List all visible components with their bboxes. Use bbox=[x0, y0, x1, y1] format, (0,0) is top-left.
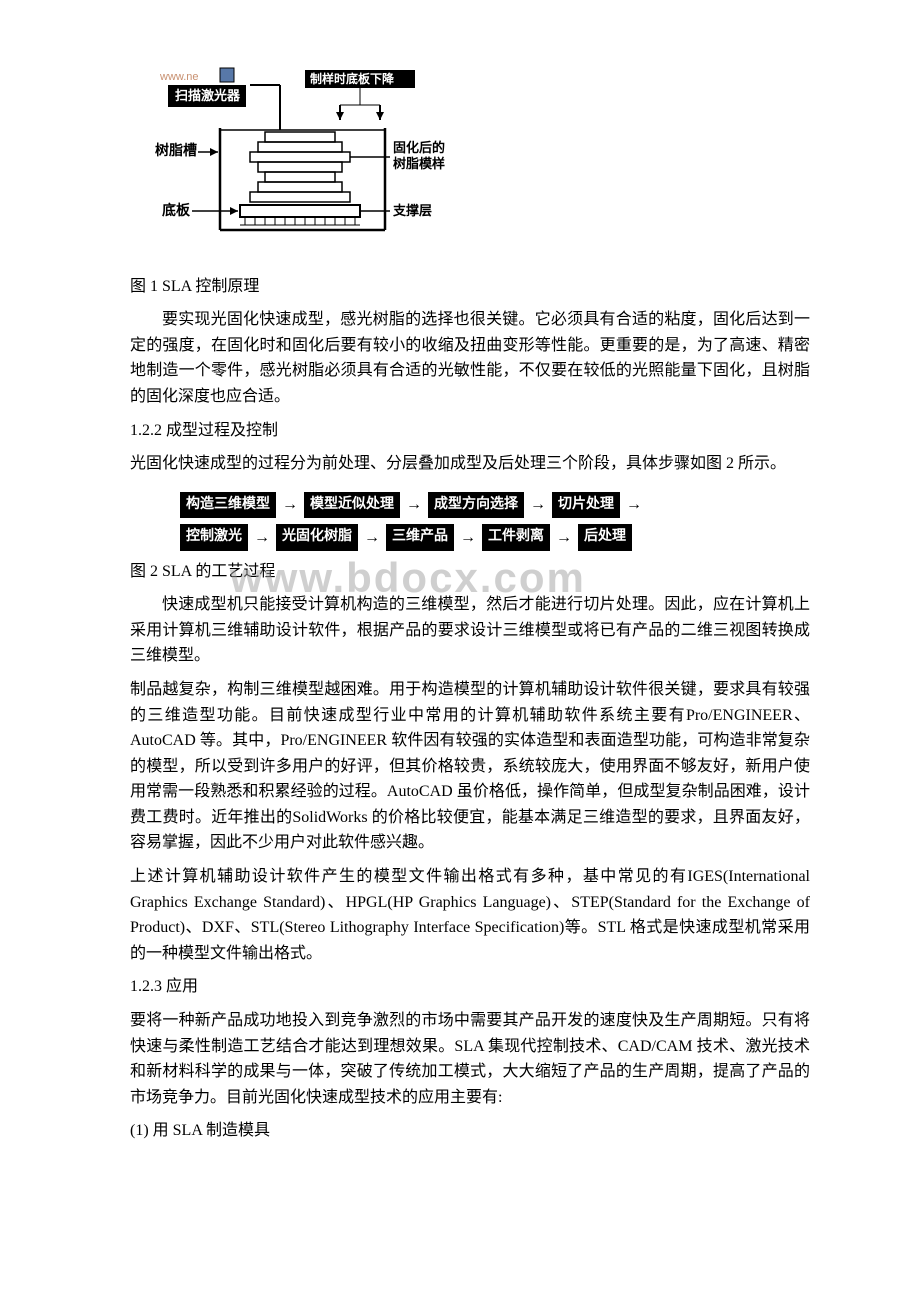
flow-box: 模型近似处理 bbox=[304, 492, 400, 518]
label-resin-tank: 树脂槽 bbox=[155, 142, 197, 159]
label-cured-resin-1: 固化后的 bbox=[393, 140, 445, 155]
para-file-formats: 上述计算机辅助设计软件产生的模型文件输出格式有多种，基中常见的有IGES(Int… bbox=[130, 864, 810, 966]
label-cured-resin-2: 树脂模样 bbox=[393, 156, 445, 171]
arrow-icon: → bbox=[530, 492, 546, 518]
para-cad-software: 制品越复杂，构制三维模型越困难。用于构造模型的计算机辅助设计软件很关键，要求具有… bbox=[130, 677, 810, 856]
arrow-icon: → bbox=[556, 525, 572, 551]
arrow-icon: → bbox=[364, 525, 380, 551]
item-1: (1) 用 SLA 制造模具 bbox=[130, 1118, 810, 1144]
label-plate-down: 制样时底板下降 bbox=[310, 71, 395, 86]
figure-1: www.ne 扫描激光器 制样时底板下降 树脂槽 bbox=[150, 60, 810, 264]
arrow-icon: → bbox=[282, 492, 298, 518]
figure-2-caption: 图 2 SLA 的工艺过程 bbox=[130, 559, 810, 585]
flow-box: 光固化树脂 bbox=[276, 524, 358, 550]
flow-box: 三维产品 bbox=[386, 524, 454, 550]
sla-schematic-svg: www.ne 扫描激光器 制样时底板下降 树脂槽 bbox=[150, 60, 450, 255]
flow-box: 构造三维模型 bbox=[180, 492, 276, 518]
label-base-plate: 底板 bbox=[162, 202, 191, 219]
figure-2-flow: 构造三维模型 → 模型近似处理 → 成型方向选择 → 切片处理 → 控制激光 →… bbox=[180, 492, 810, 551]
flow-row-2: 控制激光 → 光固化树脂 → 三维产品 → 工件剥离 → 后处理 bbox=[180, 524, 810, 550]
flow-row-1: 构造三维模型 → 模型近似处理 → 成型方向选择 → 切片处理 → bbox=[180, 492, 810, 518]
label-scanner: 扫描激光器 bbox=[175, 88, 241, 103]
svg-text:www.ne: www.ne bbox=[159, 71, 199, 83]
flow-box: 后处理 bbox=[578, 524, 632, 550]
para-resin-selection: 要实现光固化快速成型，感光树脂的选择也很关键。它必须具有合适的粘度，固化后达到一… bbox=[130, 307, 810, 409]
flow-box: 成型方向选择 bbox=[428, 492, 524, 518]
section-123-heading: 1.2.3 应用 bbox=[130, 974, 810, 1000]
flow-box: 切片处理 bbox=[552, 492, 620, 518]
label-support-layer: 支撑层 bbox=[392, 203, 432, 218]
flow-box: 控制激光 bbox=[180, 524, 248, 550]
para-process-stages: 光固化快速成型的过程分为前处理、分层叠加成型及后处理三个阶段，具体步骤如图 2 … bbox=[130, 451, 810, 477]
arrow-icon: → bbox=[460, 525, 476, 551]
arrow-icon: → bbox=[406, 492, 422, 518]
arrow-icon: → bbox=[254, 525, 270, 551]
arrow-icon: → bbox=[626, 492, 642, 518]
figure-1-caption: 图 1 SLA 控制原理 bbox=[130, 274, 810, 300]
flow-box: 工件剥离 bbox=[482, 524, 550, 550]
para-3d-model: 快速成型机只能接受计算机构造的三维模型，然后才能进行切片处理。因此，应在计算机上… bbox=[130, 592, 810, 669]
para-applications: 要将一种新产品成功地投入到竞争激烈的市场中需要其产品开发的速度快及生产周期短。只… bbox=[130, 1008, 810, 1110]
section-122-heading: 1.2.2 成型过程及控制 bbox=[130, 418, 810, 444]
